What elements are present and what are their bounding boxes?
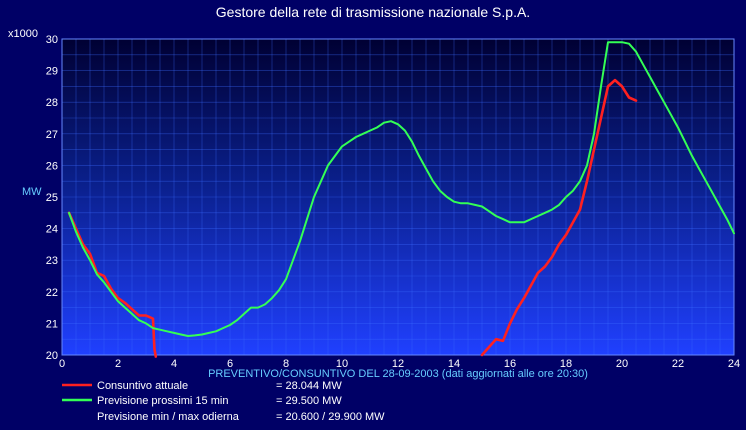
legend-label: Consuntivo attuale — [97, 380, 188, 392]
series-line-previsione — [68, 41, 735, 337]
x-axis-label: PREVENTIVO/CONSUNTIVO DEL 28-09-2003 (da… — [208, 368, 588, 380]
legend-label: Previsione prossimi 15 min — [97, 395, 228, 407]
y-tick-label: 28 — [46, 97, 58, 109]
y-tick-label: 22 — [46, 287, 58, 299]
x-tick-label: 16 — [504, 358, 516, 370]
x-tick-label: 22 — [672, 358, 684, 370]
x-tick-label: 10 — [336, 358, 348, 370]
x-tick-label: 12 — [392, 358, 404, 370]
y-axis-label: MW — [22, 186, 42, 198]
series-line-consuntivo — [480, 78, 638, 357]
x-tick-label: 2 — [115, 358, 121, 370]
y-scale-label: x1000 — [8, 28, 38, 40]
y-tick-label: 26 — [46, 160, 58, 172]
legend-label: Previsione min / max odierna — [97, 411, 240, 423]
y-tick-label: 25 — [46, 192, 58, 204]
legend-value: = 20.600 / 29.900 MW — [276, 411, 385, 423]
x-tick-label: 0 — [59, 358, 65, 370]
x-tick-label: 6 — [227, 358, 233, 370]
x-tick-label: 24 — [728, 358, 740, 370]
y-tick-label: 20 — [46, 350, 58, 362]
plot-frame — [61, 38, 735, 356]
x-tick-label: 14 — [448, 358, 460, 370]
y-tick-label: 27 — [46, 129, 58, 141]
y-tick-label: 21 — [46, 318, 58, 330]
series-line-consuntivo — [67, 211, 158, 358]
y-tick-label: 29 — [46, 66, 58, 78]
legend-value: = 29.500 MW — [276, 395, 342, 407]
y-tick-label: 30 — [46, 34, 58, 46]
x-tick-label: 20 — [616, 358, 628, 370]
chart-title: Gestore della rete di trasmissione nazio… — [215, 4, 531, 20]
x-tick-label: 8 — [283, 358, 289, 370]
legend-value: = 28.044 MW — [276, 380, 342, 392]
x-tick-label: 4 — [171, 358, 177, 370]
y-tick-label: 23 — [46, 255, 58, 267]
y-tick-label: 24 — [46, 224, 58, 236]
x-tick-label: 18 — [560, 358, 572, 370]
